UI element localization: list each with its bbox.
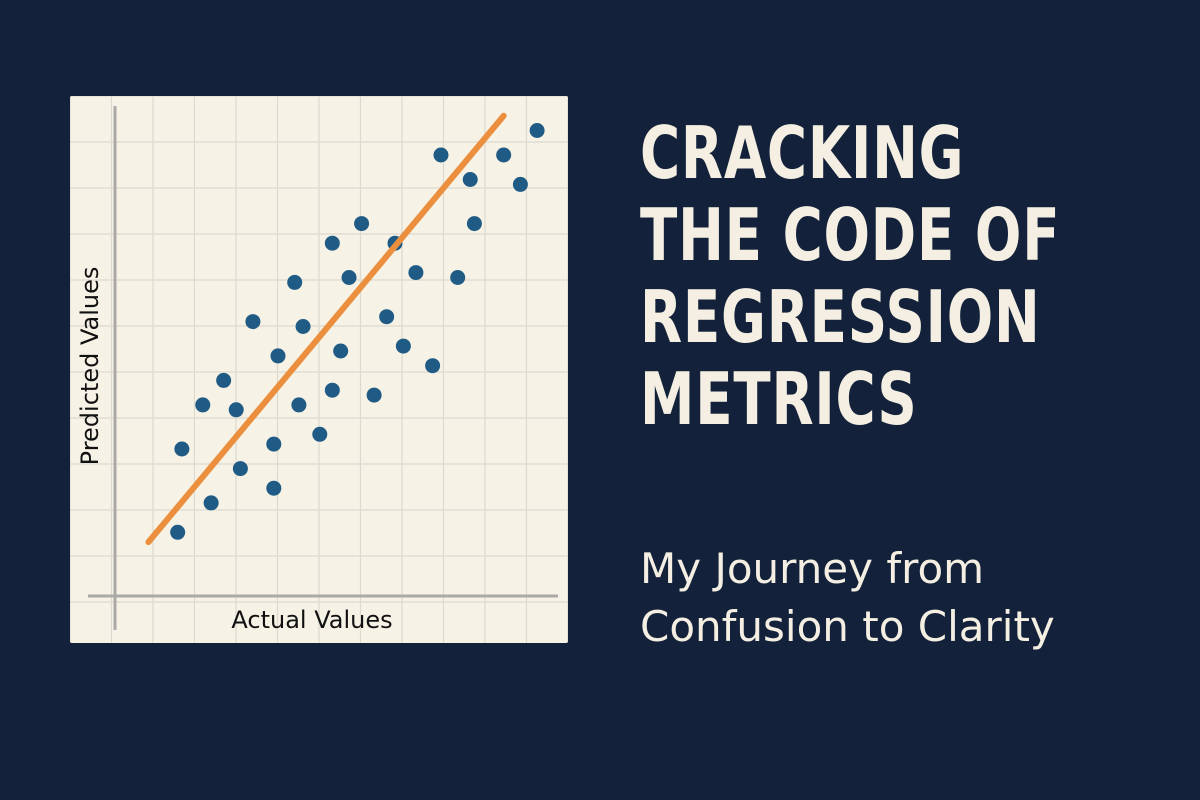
data-point	[512, 176, 528, 192]
chart-card: Actual Values Predicted Values	[70, 96, 568, 643]
subtitle: My Journey from Confusion to Clarity	[640, 540, 1160, 656]
data-point	[324, 235, 340, 251]
regression-line	[145, 112, 507, 546]
data-point	[228, 402, 244, 418]
data-point	[291, 397, 307, 413]
data-point	[395, 338, 411, 354]
data-point	[270, 348, 286, 364]
data-point	[170, 524, 186, 540]
data-point	[174, 441, 190, 457]
data-point	[216, 372, 232, 388]
scatter-plot: Actual Values Predicted Values	[70, 96, 568, 643]
data-point	[333, 343, 349, 359]
data-point	[466, 216, 482, 232]
y-axis-label: Predicted Values	[76, 267, 104, 466]
headline-line-4: METRICS	[640, 357, 918, 441]
data-point	[433, 147, 449, 163]
data-point	[354, 216, 370, 232]
data-point	[195, 397, 211, 413]
data-point	[496, 147, 512, 163]
headline-line-2: THE CODE OF	[640, 193, 1061, 277]
data-points	[170, 123, 545, 540]
headline-line-3: REGRESSION	[640, 275, 1041, 359]
data-point	[245, 314, 261, 330]
data-point	[203, 495, 219, 511]
data-point	[450, 270, 466, 285]
data-point	[366, 387, 382, 403]
data-point	[425, 358, 441, 374]
data-point	[324, 382, 340, 398]
data-point	[266, 436, 282, 452]
data-point	[408, 265, 424, 281]
data-point	[287, 274, 303, 290]
headline-line-1: CRACKING	[640, 111, 965, 195]
x-axis-label: Actual Values	[231, 606, 392, 634]
grid-lines	[70, 96, 568, 643]
data-point	[266, 480, 282, 496]
axes	[88, 106, 558, 630]
data-point	[529, 123, 545, 138]
data-point	[379, 309, 395, 325]
data-point	[295, 319, 311, 334]
headline: CRACKING THE CODE OF REGRESSION METRICS	[640, 111, 1061, 441]
subtitle-line-1: My Journey from	[640, 544, 985, 593]
data-point	[341, 270, 357, 285]
data-point	[232, 461, 248, 477]
subtitle-line-2: Confusion to Clarity	[640, 602, 1055, 651]
data-point	[312, 426, 328, 442]
data-point	[462, 172, 478, 187]
